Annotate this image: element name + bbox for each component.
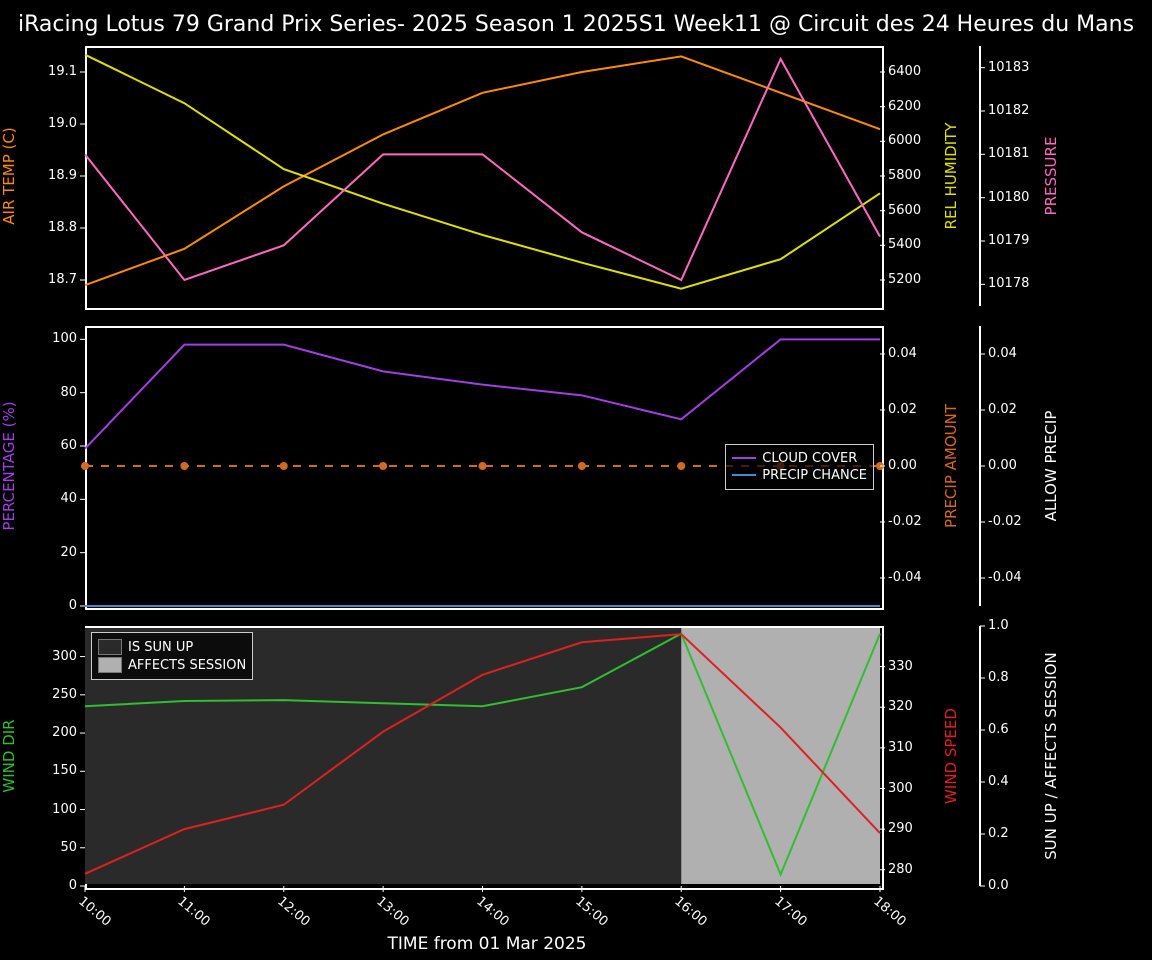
axis-label: AIR TEMP (C): [0, 127, 18, 224]
axis-label: WIND DIR: [0, 719, 18, 792]
x-tick-label: 11:00: [175, 894, 213, 930]
y-tick-label: 300: [52, 649, 77, 664]
y-tick-label: 5600: [888, 203, 921, 218]
y-tick-label: 0.8: [988, 670, 1009, 685]
y-tick-label: 6400: [888, 64, 921, 79]
y-tick-label: 10183: [988, 60, 1029, 75]
y-tick-label: 310: [888, 740, 913, 755]
y-tick-label: 0.2: [988, 826, 1009, 841]
y-tick-label: 10179: [988, 233, 1029, 248]
y-tick-label: 18.8: [48, 220, 77, 235]
y-tick-label: 330: [888, 659, 913, 674]
y-tick-label: 18.9: [48, 168, 77, 183]
y-tick-label: 20: [60, 545, 77, 560]
x-tick-label: 18:00: [870, 894, 908, 930]
y-tick-label: 10178: [988, 276, 1029, 291]
axis-label: PRESSURE: [1042, 137, 1060, 216]
axis-label: WIND SPEED: [942, 708, 960, 804]
y-tick-label: 0: [69, 878, 77, 893]
y-tick-label: 80: [60, 385, 77, 400]
y-tick-label: 0.02: [888, 402, 917, 417]
y-tick-label: 6200: [888, 99, 921, 114]
y-tick-label: 5800: [888, 168, 921, 183]
y-tick-label: 100: [52, 331, 77, 346]
x-tick-label: 17:00: [771, 894, 809, 930]
y-tick-label: 0.0: [988, 878, 1009, 893]
y-tick-label: 60: [60, 438, 77, 453]
chart-title: iRacing Lotus 79 Grand Prix Series- 2025…: [0, 12, 1152, 37]
y-tick-label: -0.02: [988, 514, 1022, 529]
y-tick-label: 0.6: [988, 722, 1009, 737]
y-tick-label: 10182: [988, 103, 1029, 118]
y-tick-label: 300: [888, 781, 913, 796]
y-tick-label: 6000: [888, 133, 921, 148]
x-tick-label: 15:00: [572, 894, 610, 930]
axis-label: REL HUMIDITY: [942, 123, 960, 230]
y-tick-label: 10180: [988, 190, 1029, 205]
y-tick-label: 50: [60, 840, 77, 855]
y-tick-label: 18.7: [48, 272, 77, 287]
y-tick-label: 5400: [888, 237, 921, 252]
legend-sun-session: IS SUN UPAFFECTS SESSION: [91, 632, 253, 680]
y-tick-label: -0.04: [888, 570, 922, 585]
y-tick-label: 290: [888, 821, 913, 836]
y-tick-label: 19.1: [48, 64, 77, 79]
y-tick-label: 0.04: [888, 346, 917, 361]
y-tick-label: 0.02: [988, 402, 1017, 417]
x-tick-label: 14:00: [473, 894, 511, 930]
y-tick-label: 10181: [988, 146, 1029, 161]
axis-label: PRECIP AMOUNT: [942, 404, 960, 528]
axis-label: SUN UP / AFFECTS SESSION: [1042, 652, 1060, 860]
y-tick-label: -0.02: [888, 514, 922, 529]
y-tick-label: 40: [60, 491, 77, 506]
y-tick-label: 5200: [888, 272, 921, 287]
y-tick-label: 0.00: [988, 458, 1017, 473]
y-tick-label: 200: [52, 725, 77, 740]
axis-label: PERCENTAGE (%): [0, 401, 18, 530]
y-tick-label: 320: [888, 699, 913, 714]
x-tick-label: 12:00: [274, 894, 312, 930]
y-tick-label: 19.0: [48, 116, 77, 131]
y-tick-label: 150: [52, 763, 77, 778]
y-tick-label: 1.0: [988, 618, 1009, 633]
y-tick-label: 0: [69, 598, 77, 613]
x-tick-label: 16:00: [672, 894, 710, 930]
y-tick-label: 250: [52, 687, 77, 702]
y-tick-label: 100: [52, 802, 77, 817]
axis-label: ALLOW PRECIP: [1042, 411, 1060, 522]
y-tick-label: -0.04: [988, 570, 1022, 585]
y-tick-label: 0.04: [988, 346, 1017, 361]
y-tick-label: 0.4: [988, 774, 1009, 789]
legend-cloud-precip: CLOUD COVERPRECIP CHANCE: [725, 444, 874, 490]
y-tick-label: 280: [888, 862, 913, 877]
y-tick-label: 0.00: [888, 458, 917, 473]
x-tick-label: 13:00: [373, 894, 411, 930]
x-tick-label: 10:00: [75, 894, 113, 930]
x-axis-label: TIME from 01 Mar 2025: [388, 934, 587, 954]
